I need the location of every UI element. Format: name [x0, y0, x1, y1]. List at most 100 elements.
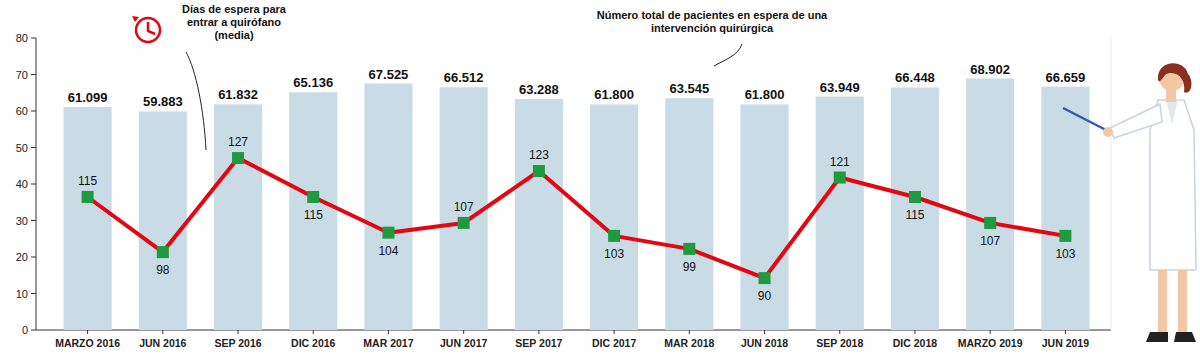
bar [64, 107, 112, 330]
y-tick-label: 60 [16, 105, 28, 117]
bar-label: 66.659 [1046, 70, 1086, 85]
bar [740, 104, 788, 330]
shoe [1174, 332, 1196, 342]
x-tick-label: JUN 2016 [139, 337, 186, 349]
line-marker [157, 246, 169, 258]
line-label: 90 [758, 289, 772, 303]
bar-label: 61.800 [745, 87, 785, 102]
y-tick [31, 220, 36, 221]
x-tick [238, 330, 239, 334]
line-label: 98 [156, 263, 170, 277]
line-marker [382, 227, 394, 239]
coat [1150, 100, 1196, 270]
annotation: Número total de pacientes en espera de u… [597, 9, 828, 34]
bar [590, 104, 638, 330]
doctor-illustration [1063, 63, 1196, 342]
x-tick-label: JUN 2019 [1042, 337, 1089, 349]
bar [515, 99, 563, 330]
bar-label: 65.136 [293, 75, 333, 90]
bar [214, 104, 262, 330]
hair [1158, 63, 1192, 92]
bar-label: 61.832 [218, 87, 258, 102]
x-tick-label: MAR 2017 [363, 337, 413, 349]
line-label: 103 [604, 247, 624, 261]
line-label: 107 [980, 234, 1000, 248]
line-label: 123 [529, 148, 549, 162]
bar [440, 87, 488, 330]
bar [966, 79, 1014, 330]
bar-label: 68.902 [970, 62, 1010, 77]
y-tick-label: 70 [16, 69, 28, 81]
annotation-line: intervención quirúrgica [651, 22, 774, 34]
annotation-line: Días de espera para [182, 3, 287, 15]
y-tick [31, 293, 36, 294]
x-tick-label: MAR 2018 [664, 337, 714, 349]
marks [64, 79, 1090, 330]
x-tick-label: JUN 2017 [440, 337, 487, 349]
bar-label: 63.545 [669, 81, 709, 96]
y-tick-label: 30 [16, 215, 28, 227]
bar [665, 98, 713, 330]
annotation-line: Número total de pacientes en espera de u… [597, 9, 828, 21]
chart: 01020304050607080MARZO 2016JUN 2016SEP 2… [0, 0, 1200, 355]
y-tick-label: 0 [22, 324, 28, 336]
bar [364, 84, 412, 330]
arm [1110, 104, 1162, 138]
x-tick-label: SEP 2017 [515, 337, 562, 349]
clock-hands [148, 22, 155, 34]
line-label: 115 [905, 208, 924, 222]
annotation-line: entrar a quirófano [187, 16, 281, 28]
y-tick-label: 10 [16, 288, 28, 300]
x-tick [839, 330, 840, 334]
annotation: Días de espera paraentrar a quirófano(me… [182, 3, 287, 41]
line-label: 115 [304, 208, 323, 222]
line [88, 158, 1066, 278]
bar-label: 66.448 [895, 70, 935, 85]
shoe [1146, 332, 1168, 342]
y-tick-label: 20 [16, 251, 28, 263]
y-tick [31, 184, 36, 185]
x-tick-label: MARZO 2016 [55, 337, 120, 349]
x-tick [914, 330, 915, 334]
leg [1178, 270, 1187, 332]
collar [1166, 100, 1178, 124]
x-tick-label: SEP 2016 [214, 337, 261, 349]
y-tick-label: 80 [16, 32, 28, 44]
connector [186, 52, 206, 150]
x-tick [313, 330, 314, 334]
bar-label: 67.525 [369, 67, 409, 82]
line-marker [1059, 230, 1071, 242]
annotation-line: (media) [214, 29, 253, 41]
x-tick [1065, 330, 1066, 334]
bar-label: 66.512 [444, 70, 484, 85]
line-marker [608, 230, 620, 242]
clock-icon [136, 18, 160, 42]
bar [1041, 87, 1089, 330]
x-tick-label: MARZO 2019 [958, 337, 1023, 349]
bar-label: 63.288 [519, 82, 559, 97]
y-tick [31, 330, 36, 331]
bar-label: 59.883 [143, 94, 183, 109]
line-label: 121 [830, 155, 850, 169]
line-label: 115 [78, 174, 97, 188]
line-marker [307, 191, 319, 203]
connector [714, 44, 742, 66]
line-marker [909, 191, 921, 203]
y2-axis-line [1111, 38, 1112, 330]
x-tick [162, 330, 163, 334]
line-marker [533, 165, 545, 177]
x-tick [87, 330, 88, 334]
line-marker [458, 217, 470, 229]
line-marker [759, 272, 771, 284]
x-tick [463, 330, 464, 334]
line-marker [984, 217, 996, 229]
bar-label: 61.099 [68, 90, 108, 105]
line-label: 104 [378, 244, 398, 258]
bar-label: 61.800 [594, 87, 634, 102]
x-tick-label: JUN 2018 [741, 337, 788, 349]
line-marker [232, 152, 244, 164]
line-marker [82, 191, 94, 203]
x-tick [764, 330, 765, 334]
x-axis-line [36, 330, 1111, 331]
y-tick [31, 74, 36, 75]
